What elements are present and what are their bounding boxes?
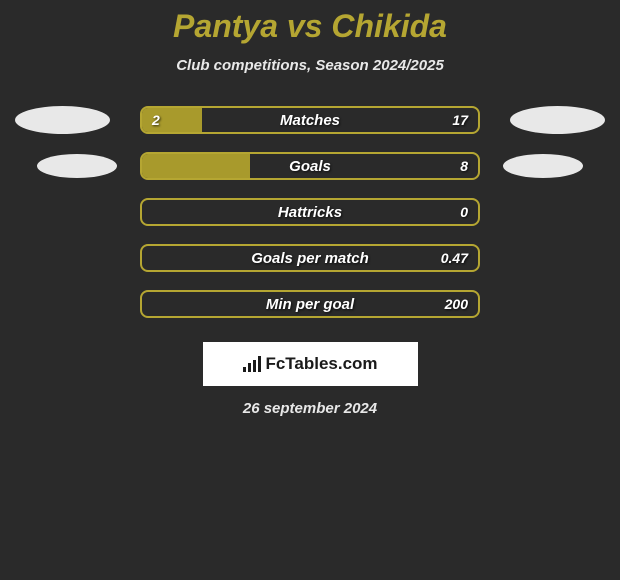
bar-row-matches: 2 Matches 17 <box>140 106 480 134</box>
bar-row-goals: Goals 8 <box>140 152 480 180</box>
player2-badge-row1 <box>510 106 605 134</box>
fctables-logo: FcTables.com <box>203 342 418 386</box>
chart-icon <box>242 355 262 373</box>
empty-cell <box>15 304 16 305</box>
bar-value-right: 200 <box>445 296 468 312</box>
logo-label: FcTables.com <box>265 354 377 374</box>
empty-cell <box>15 212 16 213</box>
empty-cell <box>495 258 496 259</box>
empty-cell <box>495 212 496 213</box>
player1-badge-row1 <box>15 106 110 134</box>
bar-value-right: 0 <box>460 204 468 220</box>
bar-label: Min per goal <box>142 296 478 313</box>
player1-badge-row2 <box>37 154 117 178</box>
bar-label: Goals <box>142 158 478 175</box>
bar-label: Matches <box>142 112 478 129</box>
bar-row-mpg: Min per goal 200 <box>140 290 480 318</box>
bar-row-gpm: Goals per match 0.47 <box>140 244 480 272</box>
date-text: 26 september 2024 <box>243 400 377 417</box>
empty-cell <box>15 258 16 259</box>
bar-value-right: 8 <box>460 158 468 174</box>
bar-row-hattricks: Hattricks 0 <box>140 198 480 226</box>
logo-text: FcTables.com <box>242 354 377 374</box>
bar-label: Goals per match <box>142 250 478 267</box>
bar-value-right: 0.47 <box>441 250 468 266</box>
player2-badge-row2 <box>503 154 583 178</box>
page-subtitle: Club competitions, Season 2024/2025 <box>176 57 444 74</box>
page-title: Pantya vs Chikida <box>173 8 447 45</box>
bar-label: Hattricks <box>142 204 478 221</box>
empty-cell <box>495 304 496 305</box>
bar-value-right: 17 <box>452 112 468 128</box>
comparison-chart: 2 Matches 17 Goals 8 Hattricks 0 Goals p… <box>15 106 605 318</box>
